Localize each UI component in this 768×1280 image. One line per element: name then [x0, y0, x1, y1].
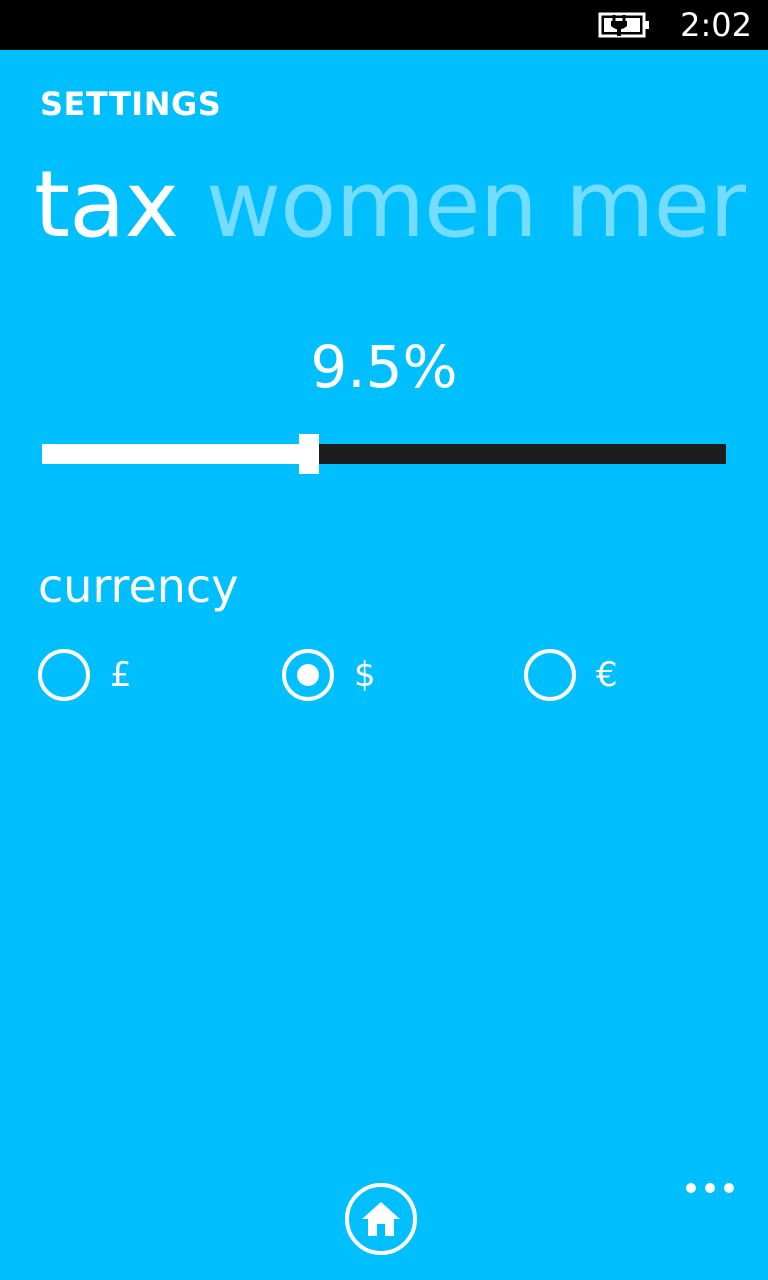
radio-button-dollar[interactable] — [282, 649, 334, 701]
ellipsis-dot — [705, 1183, 715, 1193]
currency-option-dollar[interactable]: $ — [282, 648, 376, 702]
currency-option-label: £ — [110, 655, 132, 695]
home-button[interactable] — [345, 1183, 417, 1255]
tax-slider-fill — [42, 444, 309, 464]
app-title: SETTINGS — [40, 85, 222, 123]
battery-charging-icon — [598, 12, 649, 38]
pivot-header: tax women men — [34, 150, 746, 260]
ellipsis-icon[interactable] — [686, 1180, 734, 1196]
tax-slider-thumb[interactable] — [299, 434, 319, 474]
radio-button-pound[interactable] — [38, 649, 90, 701]
ellipsis-dot — [686, 1183, 696, 1193]
pivot-item-women[interactable]: women — [205, 151, 538, 258]
ellipsis-dot — [724, 1183, 734, 1193]
currency-label: currency — [38, 559, 239, 613]
tax-slider[interactable] — [42, 444, 726, 464]
radio-button-euro[interactable] — [524, 649, 576, 701]
currency-option-label: $ — [354, 655, 376, 695]
status-bar: 2:02 — [0, 0, 768, 50]
currency-option-label: € — [596, 655, 618, 695]
home-icon — [362, 1202, 400, 1236]
currency-option-euro[interactable]: € — [524, 648, 618, 702]
pivot-item-men[interactable]: men — [564, 151, 746, 258]
radio-selected-dot — [297, 664, 319, 686]
pivot-item-tax[interactable]: tax — [34, 151, 179, 258]
tax-rate-value: 9.5% — [310, 333, 458, 401]
clock: 2:02 — [680, 6, 752, 44]
currency-option-pound[interactable]: £ — [38, 648, 132, 702]
